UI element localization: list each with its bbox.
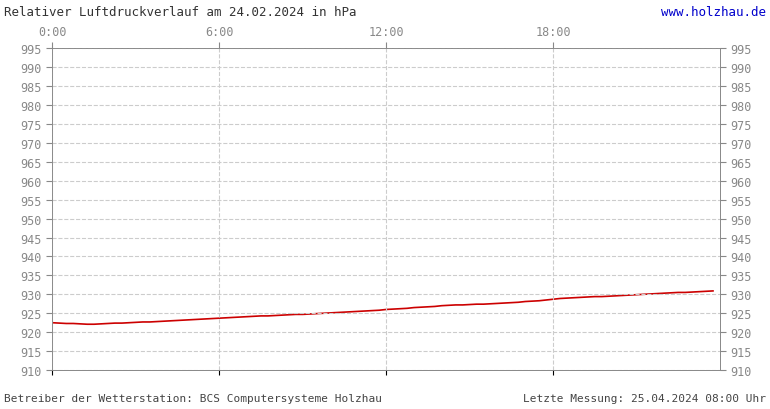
Text: Letzte Messung: 25.04.2024 08:00 Uhr: Letzte Messung: 25.04.2024 08:00 Uhr xyxy=(523,393,766,403)
Text: www.holzhau.de: www.holzhau.de xyxy=(661,6,766,19)
Text: Relativer Luftdruckverlauf am 24.02.2024 in hPa: Relativer Luftdruckverlauf am 24.02.2024… xyxy=(4,6,357,19)
Text: Betreiber der Wetterstation: BCS Computersysteme Holzhau: Betreiber der Wetterstation: BCS Compute… xyxy=(4,393,382,403)
